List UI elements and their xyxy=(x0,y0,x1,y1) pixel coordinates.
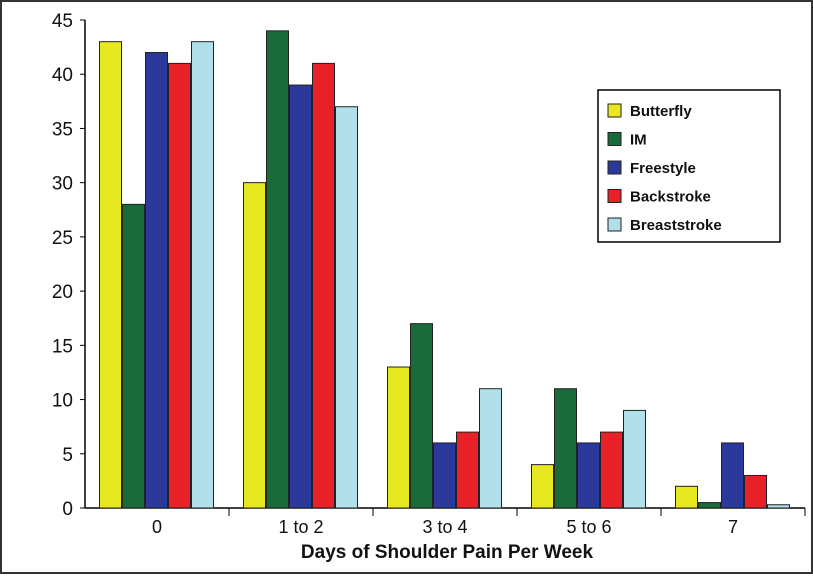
y-tick-label: 10 xyxy=(52,391,73,412)
bar-freestyle-1to2 xyxy=(289,84,312,509)
x-tick-label: 3 to 4 xyxy=(422,517,467,537)
legend-box xyxy=(597,89,781,243)
bar-breaststroke-7 xyxy=(767,504,790,509)
y-tick-label: 15 xyxy=(52,336,73,357)
bar-butterfly-3to4 xyxy=(387,366,410,509)
bar-backstroke-7 xyxy=(744,474,767,509)
legend-label-freestyle: Freestyle xyxy=(630,160,696,177)
bar-im-7 xyxy=(698,502,721,509)
y-tick-label: 0 xyxy=(62,499,73,520)
x-tick-label: 1 to 2 xyxy=(278,517,323,537)
bar-im-0 xyxy=(122,203,145,509)
y-tick-label: 40 xyxy=(52,65,73,86)
y-tick-label: 35 xyxy=(52,119,73,140)
bar-backstroke-5to6 xyxy=(600,431,623,509)
bar-im-5to6 xyxy=(554,388,577,509)
y-tick-label: 5 xyxy=(62,445,73,466)
x-tick-label: 7 xyxy=(728,517,738,537)
legend-swatch-butterfly xyxy=(607,103,622,118)
y-tick-label: 25 xyxy=(52,228,73,249)
legend-label-breaststroke: Breaststroke xyxy=(630,217,722,234)
bar-im-3to4 xyxy=(410,323,433,509)
bar-freestyle-5to6 xyxy=(577,442,600,509)
bar-butterfly-1to2 xyxy=(243,182,266,509)
bar-freestyle-3to4 xyxy=(433,442,456,509)
x-tick-label: 0 xyxy=(152,517,162,537)
bar-breaststroke-3to4 xyxy=(479,388,502,509)
legend-swatch-backstroke xyxy=(607,189,622,203)
bar-butterfly-0 xyxy=(99,41,122,509)
bar-butterfly-7 xyxy=(675,485,698,509)
bar-butterfly-5to6 xyxy=(531,464,554,509)
legend-swatch-breaststroke xyxy=(607,217,622,232)
bar-breaststroke-0 xyxy=(191,41,214,509)
x-axis-label: Days of Shoulder Pain Per Week xyxy=(300,542,594,563)
bar-breaststroke-5to6 xyxy=(623,409,646,509)
bar-backstroke-1to2 xyxy=(312,62,335,509)
y-tick-label: 45 xyxy=(52,11,73,32)
legend-label-butterfly: Butterfly xyxy=(630,103,692,120)
bar-backstroke-3to4 xyxy=(456,431,479,509)
legend-swatch-freestyle xyxy=(607,160,622,175)
y-tick-label: 30 xyxy=(52,174,73,195)
legend-swatch-im xyxy=(607,132,622,146)
y-tick-label: 20 xyxy=(52,282,73,303)
bar-freestyle-0 xyxy=(145,52,168,509)
bar-breaststroke-1to2 xyxy=(335,106,358,509)
legend-label-im: IM xyxy=(630,132,647,149)
x-tick-label: 5 to 6 xyxy=(566,517,611,537)
legend-label-backstroke: Backstroke xyxy=(630,189,711,206)
bar-backstroke-0 xyxy=(168,62,191,509)
bar-freestyle-7 xyxy=(721,442,744,509)
bar-im-1to2 xyxy=(266,30,289,509)
